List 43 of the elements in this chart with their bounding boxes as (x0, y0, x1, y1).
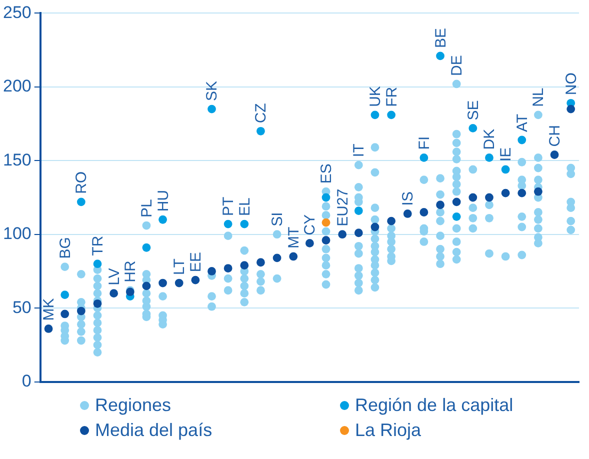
x-tick-label: LV (106, 268, 123, 286)
x-tick-label: EE (187, 252, 204, 272)
x-tick-label: BG (56, 237, 74, 259)
x-tick-label: EL (236, 198, 254, 216)
x-tick-label: IE (498, 147, 515, 162)
x-tick-label: CY (302, 214, 319, 236)
x-tick-label: FI (416, 136, 433, 150)
x-tick-label: SK (204, 81, 221, 102)
x-tick-label: MT (285, 226, 302, 248)
x-tick-label: HR (122, 260, 140, 282)
legend-label: La Rioja (355, 420, 422, 441)
x-tick-label: ES (318, 164, 336, 184)
legend-label: Regiones (95, 395, 172, 416)
x-tick-label: RO (73, 171, 90, 194)
y-tick-label: 0 (22, 371, 32, 390)
x-tick-label: AT (514, 114, 531, 132)
x-tick-label: LT (171, 258, 188, 276)
x-tick-label: DE (448, 55, 466, 76)
x-tick-label: PL (138, 199, 156, 218)
x-tick-label: FR (383, 86, 400, 107)
y-tick-label: 250 (2, 2, 32, 22)
x-tick-label: MK (40, 298, 58, 321)
x-tick-label: SI (269, 212, 286, 226)
x-tick-label: UK (366, 86, 384, 107)
x-tick-label: CZ (252, 103, 270, 124)
x-tick-label: NL (530, 88, 548, 107)
x-tick-label: IS (400, 192, 417, 206)
y-tick-label: 50 (12, 298, 32, 317)
x-tick-label: NO (562, 72, 580, 96)
x-tick-label: BE (432, 28, 450, 48)
x-tick-label: SE (464, 100, 482, 120)
x-tick-label: TR (89, 236, 106, 256)
y-tick-label: 100 (2, 224, 32, 244)
legend-label: Región de la capital (355, 395, 514, 416)
x-tick-label: DK (481, 128, 498, 150)
x-tick-label: PT (220, 196, 238, 216)
x-tick-label: EU27 (334, 188, 352, 226)
legend-label: Media del país (95, 420, 212, 441)
y-tick-label: 150 (2, 150, 32, 170)
x-tick-label: CH (546, 125, 564, 147)
y-tick-label: 200 (2, 76, 32, 96)
x-tick-label: IT (350, 144, 368, 158)
x-tick-label: HU (154, 190, 172, 212)
